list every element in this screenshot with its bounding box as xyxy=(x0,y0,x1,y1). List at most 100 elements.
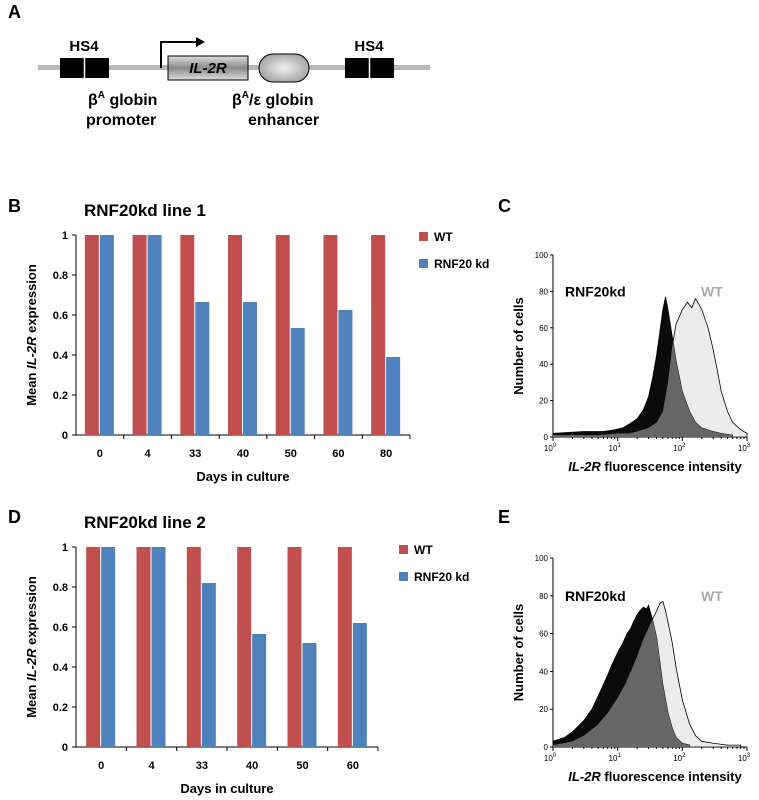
y-tick-label: 60 xyxy=(539,324,548,333)
x-tick-label: 0 xyxy=(98,760,104,772)
il2r-gene-label: IL-2R xyxy=(189,60,227,77)
bar-rnf20kd xyxy=(147,235,162,435)
y-tick-label: 1 xyxy=(62,230,68,242)
x-axis-label: IL-2R fluorescence intensity xyxy=(568,769,742,784)
bar-rnf20kd xyxy=(302,643,317,747)
bar-wt xyxy=(323,235,338,435)
y-axis-label: Number of cells xyxy=(511,297,526,395)
legend-swatch xyxy=(419,232,428,241)
y-tick-label: 80 xyxy=(539,287,548,296)
bar-rnf20kd xyxy=(252,634,267,747)
bar-rnf20kd xyxy=(352,623,367,747)
x-tick-label: 60 xyxy=(332,448,344,460)
x-tick-label: 4 xyxy=(145,448,152,460)
promoter-label-line1: βA globin xyxy=(88,90,157,109)
construct-diagram: HS4 HS4 IL-2R βA globin promoter βA/ε gl… xyxy=(38,37,430,129)
bar-chart-line-1: RNF20kd line 1 0 0.2 0.4 0.6 0.8 1 0 4 33 40 50 60 80… xyxy=(24,201,489,484)
legend-swatch xyxy=(419,259,428,268)
y-tick-label: 0.8 xyxy=(53,582,68,594)
enhancer-shape xyxy=(258,53,310,83)
bar-rnf20kd xyxy=(338,310,353,435)
legend-label: WT xyxy=(434,230,453,244)
histogram-line-2: 0 20 40 60 80 100 100 101 102 103 Number of cells I… xyxy=(511,554,751,784)
y-axis-label: Number of cells xyxy=(511,604,526,702)
bar-rnf20kd xyxy=(195,302,210,435)
panel-letter-d: D xyxy=(8,507,21,527)
x-tick-label: 33 xyxy=(196,760,208,772)
promoter-label-line2: promoter xyxy=(86,112,156,129)
x-tick-label: 4 xyxy=(148,760,155,772)
y-tick-label: 60 xyxy=(539,630,548,639)
il2r-gene-box xyxy=(167,55,249,81)
bar-rnf20kd xyxy=(243,302,257,435)
panel-letter-a: A xyxy=(8,2,21,22)
y-tick-label: 0.4 xyxy=(53,662,69,674)
bar-wt xyxy=(180,235,195,435)
y-tick-label: 0 xyxy=(544,743,549,752)
x-axis-label: IL-2R fluorescence intensity xyxy=(568,459,742,474)
y-tick-label: 0 xyxy=(544,433,549,442)
x-tick-label: 102 xyxy=(673,753,686,763)
bar-rnf20kd xyxy=(101,547,116,747)
bar-wt xyxy=(186,547,201,747)
x-tick-label: 50 xyxy=(296,760,308,772)
y-tick-label: 0 xyxy=(62,430,68,442)
x-tick-label: 100 xyxy=(544,753,557,763)
chart-title: RNF20kd line 1 xyxy=(84,201,206,220)
y-tick-label: 0.2 xyxy=(53,390,68,402)
y-tick-label: 40 xyxy=(539,360,548,369)
y-tick-label: 0.8 xyxy=(53,270,68,282)
x-tick-label: 40 xyxy=(237,448,249,460)
y-tick-label: 100 xyxy=(535,554,549,563)
y-tick-label: 0 xyxy=(62,742,68,754)
y-tick-label: 0.4 xyxy=(53,350,69,362)
y-tick-label: 0.6 xyxy=(53,622,68,634)
bar-wt xyxy=(237,547,252,747)
hs4-left-label: HS4 xyxy=(69,38,99,55)
x-tick-label: 101 xyxy=(609,443,622,453)
x-tick-label: 60 xyxy=(347,760,359,772)
x-tick-label: 0 xyxy=(97,448,103,460)
y-tick-label: 1 xyxy=(62,542,68,554)
x-tick-label: 102 xyxy=(673,443,686,453)
y-tick-label: 0.2 xyxy=(53,702,68,714)
bar-wt xyxy=(86,547,101,747)
bar-rnf20kd xyxy=(99,235,114,435)
bar-rnf20kd xyxy=(151,547,166,747)
chart-title: RNF20kd line 2 xyxy=(84,513,206,532)
bar-wt xyxy=(136,547,151,747)
legend-label: RNF20 kd xyxy=(434,257,489,271)
enhancer-label-line2: enhancer xyxy=(248,112,319,129)
histogram-line-1: 0 20 40 60 80 100 100 101 102 103 Number of cells I… xyxy=(511,251,751,474)
panel-letter-c: C xyxy=(498,196,511,216)
x-tick-label: 80 xyxy=(380,448,392,460)
bar-rnf20kd xyxy=(386,357,401,435)
y-axis-label: Mean IL-2R expression xyxy=(24,576,39,718)
bar-wt xyxy=(275,235,290,435)
legend-swatch xyxy=(399,545,408,554)
arrow-head-icon xyxy=(196,37,205,47)
series-label-rnf20kd: RNF20kd xyxy=(565,283,626,299)
promoter-arrow-icon xyxy=(160,41,196,68)
y-tick-label: 100 xyxy=(535,251,549,260)
bar-wt xyxy=(228,235,242,435)
bar-wt xyxy=(132,235,147,435)
x-tick-label: 50 xyxy=(285,448,297,460)
x-tick-label: 33 xyxy=(189,448,201,460)
series-label-rnf20kd: RNF20kd xyxy=(565,588,626,604)
y-tick-label: 40 xyxy=(539,667,548,676)
legend-label: WT xyxy=(414,543,433,557)
y-tick-label: 0.6 xyxy=(53,310,68,322)
bar-rnf20kd xyxy=(201,583,216,747)
y-tick-label: 20 xyxy=(539,397,548,406)
x-tick-label: 101 xyxy=(609,753,622,763)
panel-letter-e: E xyxy=(498,507,511,527)
x-tick-label: 103 xyxy=(738,443,751,453)
enhancer-label-line1: βA/ε globin xyxy=(232,90,313,109)
x-tick-label: 100 xyxy=(544,443,557,453)
series-label-wt: WT xyxy=(701,283,723,299)
legend-swatch xyxy=(399,572,408,581)
x-axis-label: Days in culture xyxy=(180,781,273,796)
bar-wt xyxy=(337,547,352,747)
